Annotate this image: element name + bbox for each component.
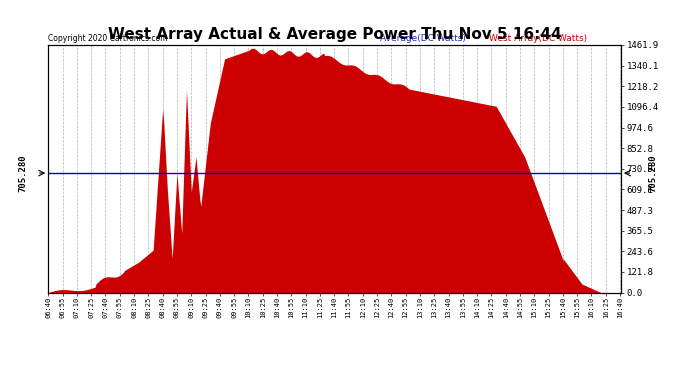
Text: 705.280: 705.280 (18, 154, 27, 192)
Text: 705.280: 705.280 (648, 154, 657, 192)
Title: West Array Actual & Average Power Thu Nov 5 16:44: West Array Actual & Average Power Thu No… (108, 27, 562, 42)
Text: Copyright 2020 Cartronics.com: Copyright 2020 Cartronics.com (48, 33, 168, 42)
Text: Average(DC Watts): Average(DC Watts) (380, 33, 466, 42)
Text: West Array(DC Watts): West Array(DC Watts) (489, 33, 587, 42)
